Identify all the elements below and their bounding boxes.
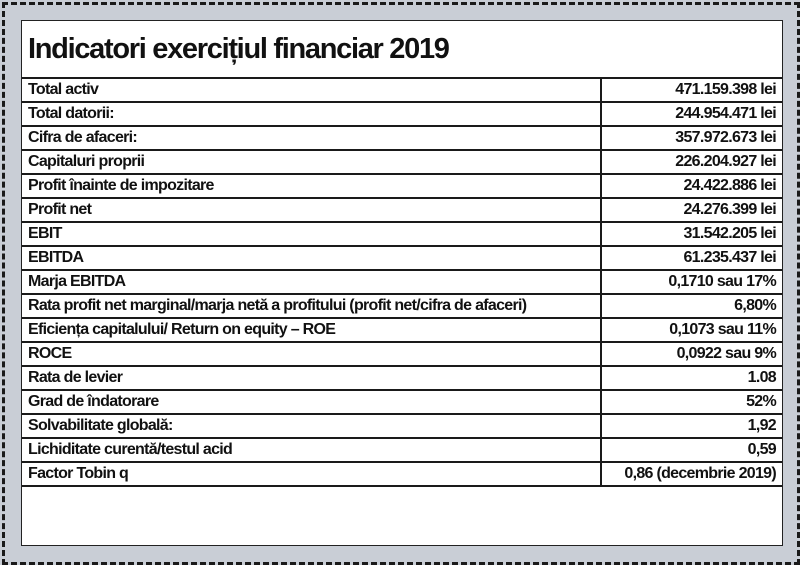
table-row: Total activ 471.159.398 lei bbox=[22, 77, 782, 102]
indicator-value: 226.204.927 lei bbox=[600, 149, 782, 174]
indicator-value: 6,80% bbox=[600, 293, 782, 318]
table-row: Eficiența capitalului/ Return on equity … bbox=[22, 317, 782, 342]
indicator-value: 24.276.399 lei bbox=[600, 197, 782, 222]
indicator-label: Rata de levier bbox=[22, 365, 601, 390]
indicator-value: 0,59 bbox=[600, 437, 782, 462]
indicator-label: Total datorii: bbox=[22, 101, 601, 126]
page-title: Indicatori exercițiul financiar 2019 bbox=[28, 33, 450, 65]
table-row: Factor Tobin q 0,86 (decembrie 2019) bbox=[22, 461, 782, 487]
indicator-value: 52% bbox=[600, 389, 782, 414]
indicator-label: EBITDA bbox=[22, 245, 601, 270]
indicator-label: Factor Tobin q bbox=[22, 461, 601, 487]
table-row: Rata profit net marginal/marja netă a pr… bbox=[22, 293, 782, 318]
table-row: Profit net 24.276.399 lei bbox=[22, 197, 782, 222]
indicator-value: 24.422.886 lei bbox=[600, 173, 782, 198]
indicator-label: EBIT bbox=[22, 221, 601, 246]
table-row: EBITDA 61.235.437 lei bbox=[22, 245, 782, 270]
indicator-value: 0,1073 sau 11% bbox=[600, 317, 782, 342]
indicator-value: 1.08 bbox=[600, 365, 782, 390]
indicator-label: Profit înainte de impozitare bbox=[22, 173, 601, 198]
table-row: Solvabilitate globală: 1,92 bbox=[22, 413, 782, 438]
table-row: Grad de îndatorare 52% bbox=[22, 389, 782, 414]
table-row: Marja EBITDA 0,1710 sau 17% bbox=[22, 269, 782, 294]
indicator-value: 0,86 (decembrie 2019) bbox=[600, 461, 782, 487]
indicators-table: Total activ 471.159.398 lei Total datori… bbox=[22, 77, 782, 487]
indicator-label: Grad de îndatorare bbox=[22, 389, 601, 414]
indicator-label: Marja EBITDA bbox=[22, 269, 601, 294]
table-row: EBIT 31.542.205 lei bbox=[22, 221, 782, 246]
indicator-value: 471.159.398 lei bbox=[600, 77, 782, 102]
indicator-label: Solvabilitate globală: bbox=[22, 413, 601, 438]
indicator-label: Cifra de afaceri: bbox=[22, 125, 601, 150]
table-row: Profit înainte de impozitare 24.422.886 … bbox=[22, 173, 782, 198]
table-row: Capitaluri proprii 226.204.927 lei bbox=[22, 149, 782, 174]
indicator-label: Eficiența capitalului/ Return on equity … bbox=[22, 317, 601, 342]
table-row: Rata de levier 1.08 bbox=[22, 365, 782, 390]
indicator-label: Total activ bbox=[22, 77, 601, 102]
indicator-value: 1,92 bbox=[600, 413, 782, 438]
indicator-value: 31.542.205 lei bbox=[600, 221, 782, 246]
indicators-panel: Indicatori exercițiul financiar 2019 Tot… bbox=[21, 20, 783, 546]
indicator-label: Rata profit net marginal/marja netă a pr… bbox=[22, 293, 601, 318]
table-row: ROCE 0,0922 sau 9% bbox=[22, 341, 782, 366]
indicator-label: ROCE bbox=[22, 341, 601, 366]
indicator-label: Profit net bbox=[22, 197, 601, 222]
indicator-value: 357.972.673 lei bbox=[600, 125, 782, 150]
table-row: Lichiditate curentă/testul acid 0,59 bbox=[22, 437, 782, 462]
indicator-value: 244.954.471 lei bbox=[600, 101, 782, 126]
indicator-value: 0,0922 sau 9% bbox=[600, 341, 782, 366]
indicator-label: Capitaluri proprii bbox=[22, 149, 601, 174]
table-row: Total datorii: 244.954.471 lei bbox=[22, 101, 782, 126]
indicator-label: Lichiditate curentă/testul acid bbox=[22, 437, 601, 462]
indicator-value: 0,1710 sau 17% bbox=[600, 269, 782, 294]
indicator-value: 61.235.437 lei bbox=[600, 245, 782, 270]
table-row: Cifra de afaceri: 357.972.673 lei bbox=[22, 125, 782, 150]
